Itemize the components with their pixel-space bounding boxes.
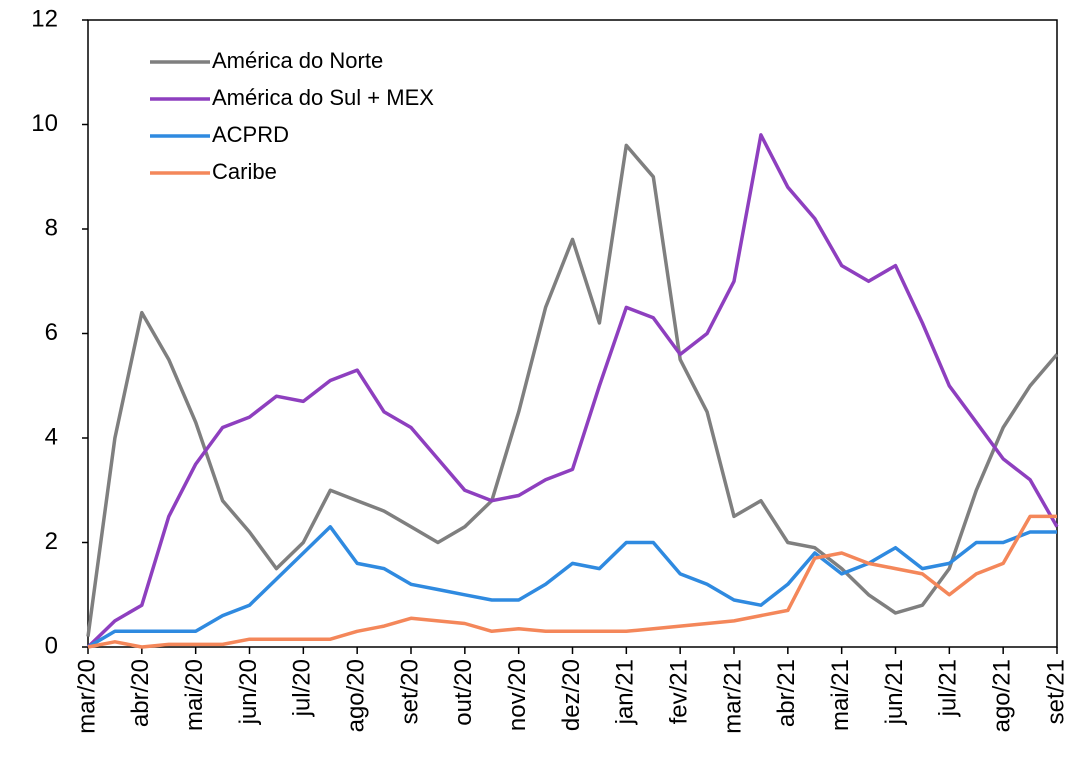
x-tick-label: jun/21 xyxy=(881,659,908,725)
legend-label: ACPRD xyxy=(212,122,289,147)
x-tick-label: out/20 xyxy=(450,659,477,726)
x-tick-label: jul/20 xyxy=(289,659,316,717)
x-tick-label: jun/20 xyxy=(235,659,262,725)
legend-label: América do Sul + MEX xyxy=(212,85,434,110)
x-tick-label: mai/21 xyxy=(827,659,854,731)
x-tick-label: dez/20 xyxy=(558,659,585,731)
y-tick-label: 0 xyxy=(45,632,58,659)
x-tick-label: jan/21 xyxy=(612,659,639,725)
series-line xyxy=(86,133,1059,649)
series-line xyxy=(87,525,1057,649)
y-tick-label: 4 xyxy=(45,423,58,450)
x-tick-label: abr/20 xyxy=(127,659,154,727)
x-tick-label: mar/21 xyxy=(719,659,746,734)
legend-label: Caribe xyxy=(212,159,277,184)
x-tick-label: nov/20 xyxy=(504,659,531,731)
x-tick-label: set/21 xyxy=(1042,659,1069,724)
y-tick-label: 10 xyxy=(31,110,58,137)
y-tick-label: 8 xyxy=(45,214,58,241)
series-line xyxy=(87,514,1057,649)
x-tick-label: mai/20 xyxy=(181,659,208,731)
plot-frame xyxy=(87,19,1058,648)
x-tick-label: jul/21 xyxy=(935,659,962,717)
y-tick-label: 6 xyxy=(45,319,58,346)
y-tick-label: 12 xyxy=(31,5,58,32)
series-line xyxy=(86,143,1059,637)
x-tick-label: ago/20 xyxy=(343,659,370,732)
x-tick-label: set/20 xyxy=(396,659,423,724)
x-tick-label: ago/21 xyxy=(989,659,1016,732)
x-tick-label: fev/21 xyxy=(666,659,693,724)
x-tick-label: abr/21 xyxy=(773,659,800,727)
y-tick-label: 2 xyxy=(45,528,58,555)
legend-label: América do Norte xyxy=(212,48,383,73)
x-tick-label: mar/20 xyxy=(73,659,100,734)
